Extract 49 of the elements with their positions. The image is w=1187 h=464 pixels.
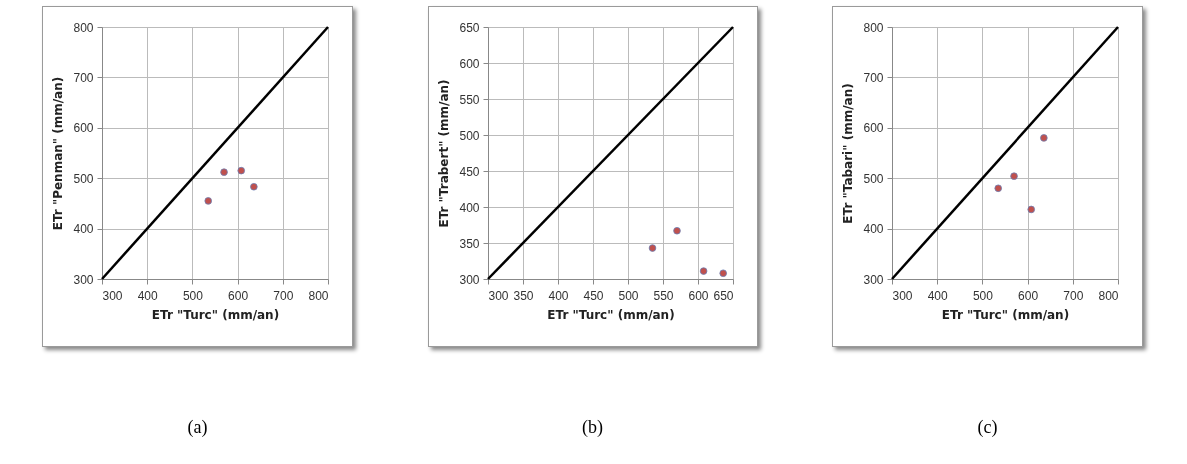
y-tick-label: 500 [458, 128, 480, 143]
y-axis-title: ETr "Trabert" (mm/an) [436, 79, 451, 228]
y-axis-title: ETr "Tabari" (mm/an) [841, 83, 856, 224]
x-tick-label: 500 [617, 288, 639, 303]
y-tick-label: 600 [73, 121, 94, 136]
x-tick-label: 300 [892, 288, 913, 303]
x-tick-label: 650 [712, 288, 734, 303]
y-tick-label: 300 [73, 272, 94, 287]
y-tick-label: 450 [458, 164, 480, 179]
x-tick-label: 600 [687, 288, 709, 303]
y-tick-label: 500 [73, 171, 94, 186]
x-tick-label: 600 [228, 288, 249, 303]
y-tick-label: 700 [73, 70, 94, 85]
y-tick-label: 300 [458, 272, 480, 287]
y-tick-label: 800 [863, 20, 884, 35]
x-tick-label: 300 [102, 288, 123, 303]
x-tick-label: 500 [972, 288, 994, 303]
y-tick-label: 400 [863, 222, 884, 237]
y-tick-label: 700 [863, 70, 884, 85]
x-axis-title: ETr "Turc" (mm/an) [151, 307, 280, 322]
x-tick-label: 300 [488, 288, 509, 303]
y-tick-label: 600 [863, 121, 884, 136]
y-tick-label: 400 [73, 222, 94, 237]
x-tick-label: 800 [308, 288, 329, 303]
text: (c) [977, 417, 998, 438]
x-tick-label: 800 [1098, 288, 1119, 303]
x-tick-label: 400 [547, 288, 569, 303]
text: (b) [582, 417, 603, 438]
x-tick-label: 450 [582, 288, 604, 303]
x-tick-label: 700 [1063, 288, 1084, 303]
x-axis-title: ETr "Turc" (mm/an) [941, 307, 1070, 322]
y-axis-title: ETr "Penman" (mm/an) [51, 76, 66, 231]
y-tick-label: 800 [73, 20, 94, 35]
y-tick-label: 550 [458, 92, 480, 107]
y-tick-label: 300 [863, 272, 884, 287]
y-tick-label: 650 [458, 20, 480, 35]
text: (a) [187, 417, 208, 438]
x-axis-title: ETr "Turc" (mm/an) [546, 307, 675, 322]
x-tick-label: 350 [512, 288, 534, 303]
x-tick-label: 550 [652, 288, 674, 303]
y-tick-label: 350 [458, 236, 480, 251]
x-tick-label: 700 [273, 288, 294, 303]
x-tick-label: 400 [927, 288, 949, 303]
x-tick-label: 500 [182, 288, 204, 303]
y-tick-label: 400 [458, 200, 480, 215]
x-tick-label: 400 [137, 288, 159, 303]
y-tick-label: 500 [863, 171, 884, 186]
y-tick-label: 600 [458, 56, 480, 71]
x-tick-label: 600 [1018, 288, 1039, 303]
